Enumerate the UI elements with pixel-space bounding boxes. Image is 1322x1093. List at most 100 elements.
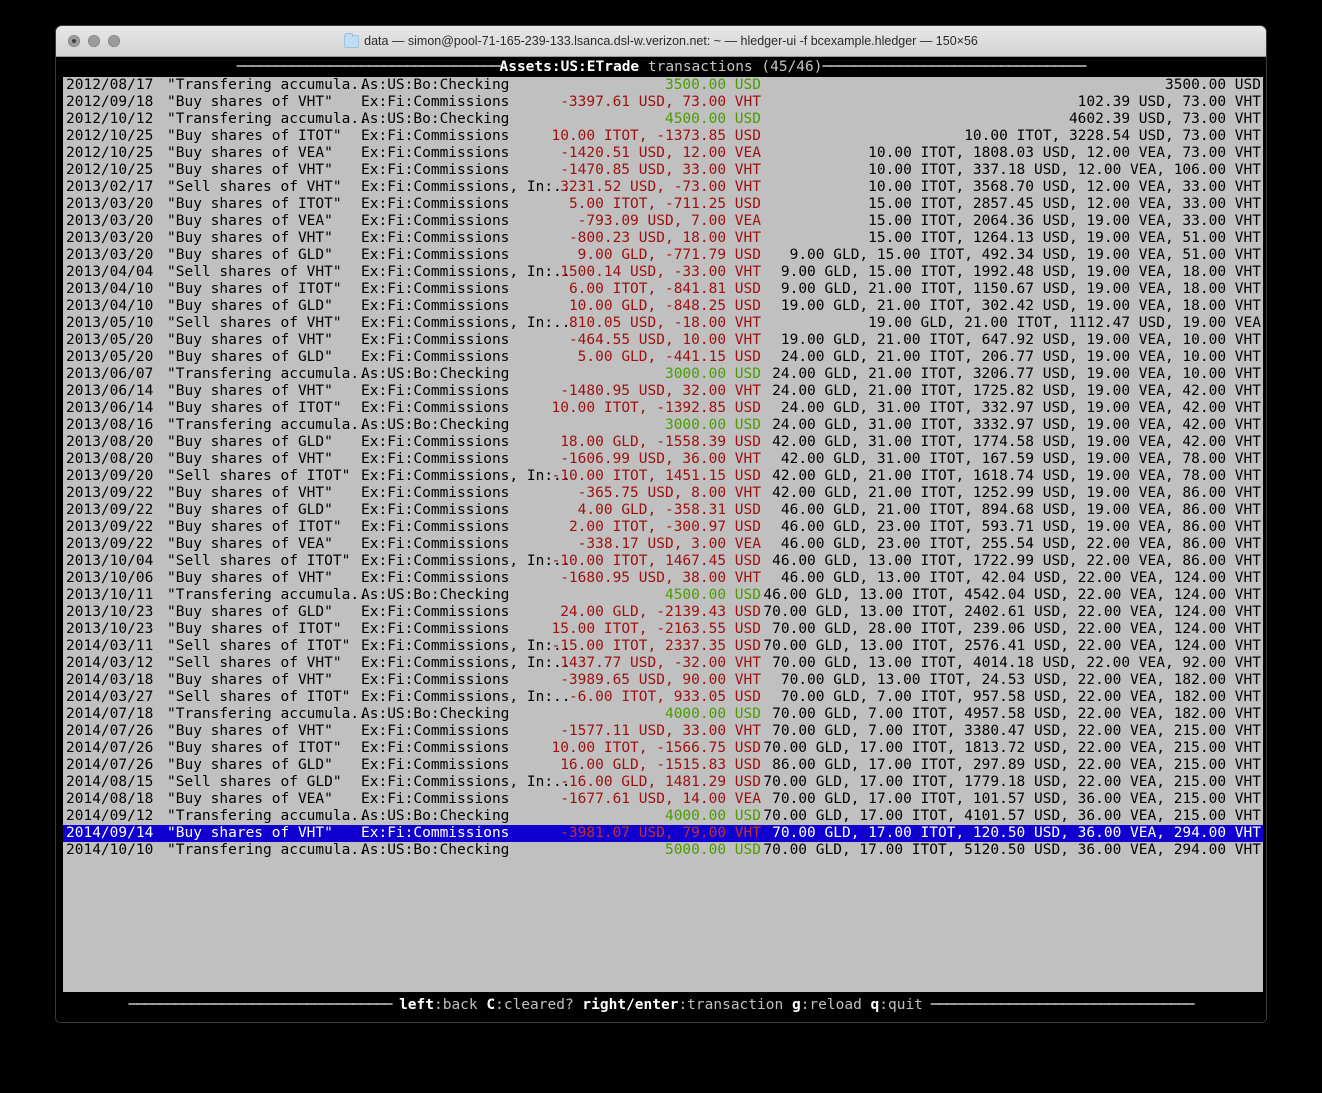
- table-row[interactable]: 2013/03/20 "Buy shares of GLD" Ex:Fi:Commi…: [63, 247, 1263, 264]
- row-balance: 70.00 GLD, 13.00 ITOT, 2402.61 USD, 22.0…: [763, 604, 1261, 620]
- row-description: "Sell shares of VHT": [167, 179, 342, 195]
- table-row[interactable]: 2014/07/18 "Transfering accumula.. As:US:B…: [63, 706, 1263, 723]
- row-date: 2014/10/10: [66, 842, 154, 858]
- table-row[interactable]: 2013/04/10 "Buy shares of GLD" Ex:Fi:Commi…: [63, 298, 1263, 315]
- table-row[interactable]: 2014/03/18 "Buy shares of VHT" Ex:Fi:Commi…: [63, 672, 1263, 689]
- row-date: 2014/03/27: [66, 689, 154, 705]
- table-row[interactable]: 2014/03/11 "Sell shares of ITOT" Ex:Fi:Com…: [63, 638, 1263, 655]
- table-row[interactable]: 2014/10/10 "Transfering accumula.. As:US:B…: [63, 842, 1263, 859]
- table-row[interactable]: 2012/10/25 "Buy shares of ITOT" Ex:Fi:Comm…: [63, 128, 1263, 145]
- table-row[interactable]: 2013/06/14 "Buy shares of VHT" Ex:Fi:Commi…: [63, 383, 1263, 400]
- row-balance: 70.00 GLD, 17.00 ITOT, 1813.72 USD, 22.0…: [763, 740, 1261, 756]
- table-row[interactable]: 2013/04/10 "Buy shares of ITOT" Ex:Fi:Comm…: [63, 281, 1263, 298]
- row-balance: 9.00 GLD, 21.00 ITOT, 1150.67 USD, 19.00…: [780, 281, 1261, 297]
- row-balance: 70.00 GLD, 7.00 ITOT, 957.58 USD, 22.00 …: [780, 689, 1261, 705]
- table-row[interactable]: 2013/10/23 "Buy shares of ITOT" Ex:Fi:Comm…: [63, 621, 1263, 638]
- table-row[interactable]: 2013/10/06 "Buy shares of VHT" Ex:Fi:Commi…: [63, 570, 1263, 587]
- table-row[interactable]: 2014/07/26 "Buy shares of ITOT" Ex:Fi:Comm…: [63, 740, 1263, 757]
- table-row[interactable]: 2013/10/11 "Transfering accumula.. As:US:B…: [63, 587, 1263, 604]
- header-account: Assets:US:ETrade: [499, 59, 640, 75]
- minimize-button-icon[interactable]: [88, 35, 100, 47]
- row-date: 2013/03/20: [66, 196, 154, 212]
- table-row[interactable]: 2013/04/04 "Sell shares of VHT" Ex:Fi:Comm…: [63, 264, 1263, 281]
- table-row[interactable]: 2013/08/20 "Buy shares of VHT" Ex:Fi:Commi…: [63, 451, 1263, 468]
- table-row[interactable]: 2013/10/04 "Sell shares of ITOT" Ex:Fi:Com…: [63, 553, 1263, 570]
- row-date: 2013/05/10: [66, 315, 154, 331]
- table-row[interactable]: 2013/09/22 "Buy shares of VEA" Ex:Fi:Commi…: [63, 536, 1263, 553]
- table-row[interactable]: 2013/10/23 "Buy shares of GLD" Ex:Fi:Commi…: [63, 604, 1263, 621]
- table-row[interactable]: 2014/09/12 "Transfering accumula.. As:US:B…: [63, 808, 1263, 825]
- header-dash-right: ──────────────────────────────────: [822, 59, 1087, 75]
- row-account: Ex:Fi:Commissions: [361, 519, 510, 535]
- table-row[interactable]: 2013/09/22 "Buy shares of ITOT" Ex:Fi:Comm…: [63, 519, 1263, 536]
- row-date: 2013/10/11: [66, 587, 154, 603]
- table-row[interactable]: 2014/07/26 "Buy shares of VHT" Ex:Fi:Commi…: [63, 723, 1263, 740]
- status-key-quit[interactable]: q: [870, 997, 880, 1013]
- transactions-screen[interactable]: 2012/08/17 "Transfering accumula.. As:US:B…: [63, 77, 1263, 992]
- table-row[interactable]: 2013/05/10 "Sell shares of VHT" Ex:Fi:Comm…: [63, 315, 1263, 332]
- row-amount: 10.00 GLD, -848.25 USD: [568, 298, 761, 314]
- row-balance: 24.00 GLD, 21.00 ITOT, 1725.82 USD, 19.0…: [772, 383, 1261, 399]
- row-amount: -3397.61 USD, 73.00 VHT: [560, 94, 761, 110]
- table-row[interactable]: 2012/08/17 "Transfering accumula.. As:US:B…: [63, 77, 1263, 94]
- table-row[interactable]: 2014/03/12 "Sell shares of VHT" Ex:Fi:Comm…: [63, 655, 1263, 672]
- row-description: "Sell shares of ITOT": [167, 689, 351, 705]
- table-row[interactable]: 2013/03/20 "Buy shares of ITOT" Ex:Fi:Comm…: [63, 196, 1263, 213]
- table-row[interactable]: 2013/09/20 "Sell shares of ITOT" Ex:Fi:Com…: [63, 468, 1263, 485]
- folder-icon: [344, 32, 360, 48]
- row-description: "Buy shares of GLD": [167, 502, 333, 518]
- close-button-icon[interactable]: [68, 35, 80, 47]
- row-description: "Buy shares of ITOT": [167, 621, 342, 637]
- row-date: 2013/09/22: [66, 485, 154, 501]
- table-row[interactable]: 2013/03/20 "Buy shares of VEA" Ex:Fi:Commi…: [63, 213, 1263, 230]
- row-amount: 4500.00 USD: [664, 587, 761, 603]
- row-account: Ex:Fi:Commissions: [361, 281, 510, 297]
- row-date: 2013/09/22: [66, 536, 154, 552]
- table-row[interactable]: 2014/09/14 "Buy shares of VHT" Ex:Fi:Commi…: [63, 825, 1263, 842]
- table-row[interactable]: 2013/08/20 "Buy shares of GLD" Ex:Fi:Commi…: [63, 434, 1263, 451]
- row-amount: 3000.00 USD: [664, 366, 761, 382]
- row-description: "Transfering accumula..: [167, 706, 368, 722]
- row-date: 2013/04/04: [66, 264, 154, 280]
- row-description: "Sell shares of VHT": [167, 315, 342, 331]
- status-key-cleared[interactable]: C: [486, 997, 496, 1013]
- row-account: As:US:Bo:Checking: [361, 842, 510, 858]
- row-amount: 10.00 ITOT, -1373.85 USD: [551, 128, 761, 144]
- table-row[interactable]: 2012/10/25 "Buy shares of VHT" Ex:Fi:Commi…: [63, 162, 1263, 179]
- row-date: 2013/09/20: [66, 468, 154, 484]
- table-row[interactable]: 2014/08/15 "Sell shares of GLD" Ex:Fi:Comm…: [63, 774, 1263, 791]
- table-row[interactable]: 2013/09/22 "Buy shares of VHT" Ex:Fi:Commi…: [63, 485, 1263, 502]
- table-row[interactable]: 2014/08/18 "Buy shares of VEA" Ex:Fi:Commi…: [63, 791, 1263, 808]
- table-row[interactable]: 2013/09/22 "Buy shares of GLD" Ex:Fi:Commi…: [63, 502, 1263, 519]
- table-row[interactable]: 2012/10/25 "Buy shares of VEA" Ex:Fi:Commi…: [63, 145, 1263, 162]
- row-balance: 70.00 GLD, 13.00 ITOT, 4014.18 USD, 22.0…: [772, 655, 1261, 671]
- row-description: "Buy shares of VHT": [167, 332, 333, 348]
- table-row[interactable]: 2014/07/26 "Buy shares of GLD" Ex:Fi:Commi…: [63, 757, 1263, 774]
- table-row[interactable]: 2013/03/20 "Buy shares of VHT" Ex:Fi:Commi…: [63, 230, 1263, 247]
- row-balance: 46.00 GLD, 13.00 ITOT, 42.04 USD, 22.00 …: [780, 570, 1261, 586]
- status-key-transaction[interactable]: right/enter: [582, 997, 679, 1013]
- row-date: 2013/02/17: [66, 179, 154, 195]
- row-date: 2013/09/22: [66, 502, 154, 518]
- zoom-button-icon[interactable]: [108, 35, 120, 47]
- row-amount: -365.75 USD, 8.00 VHT: [577, 485, 761, 501]
- table-row[interactable]: 2013/05/20 "Buy shares of GLD" Ex:Fi:Commi…: [63, 349, 1263, 366]
- table-row[interactable]: 2013/06/14 "Buy shares of ITOT" Ex:Fi:Comm…: [63, 400, 1263, 417]
- status-key-back[interactable]: left: [399, 997, 434, 1013]
- table-row[interactable]: 2013/06/07 "Transfering accumula.. As:US:B…: [63, 366, 1263, 383]
- row-account: Ex:Fi:Commissions: [361, 230, 510, 246]
- table-row[interactable]: 2013/08/16 "Transfering accumula.. As:US:B…: [63, 417, 1263, 434]
- table-row[interactable]: 2013/02/17 "Sell shares of VHT" Ex:Fi:Comm…: [63, 179, 1263, 196]
- row-balance: 15.00 ITOT, 2064.36 USD, 19.00 VEA, 33.0…: [868, 213, 1261, 229]
- row-account: Ex:Fi:Commissions, In:..: [361, 774, 571, 790]
- status-action-reload: :reload: [800, 997, 871, 1013]
- status-key-reload[interactable]: g: [791, 997, 801, 1013]
- table-row[interactable]: 2012/10/12 "Transfering accumula.. As:US:B…: [63, 111, 1263, 128]
- window-titlebar[interactable]: data — simon@pool-71-165-239-133.lsanca.…: [56, 26, 1266, 57]
- row-balance: 102.39 USD, 73.00 VHT: [1077, 94, 1261, 110]
- table-row[interactable]: 2013/05/20 "Buy shares of VHT" Ex:Fi:Commi…: [63, 332, 1263, 349]
- row-date: 2013/04/10: [66, 298, 154, 314]
- table-row[interactable]: 2014/03/27 "Sell shares of ITOT" Ex:Fi:Com…: [63, 689, 1263, 706]
- table-row[interactable]: 2012/09/18 "Buy shares of VHT" Ex:Fi:Commi…: [63, 94, 1263, 111]
- row-balance: 3500.00 USD: [1164, 77, 1261, 93]
